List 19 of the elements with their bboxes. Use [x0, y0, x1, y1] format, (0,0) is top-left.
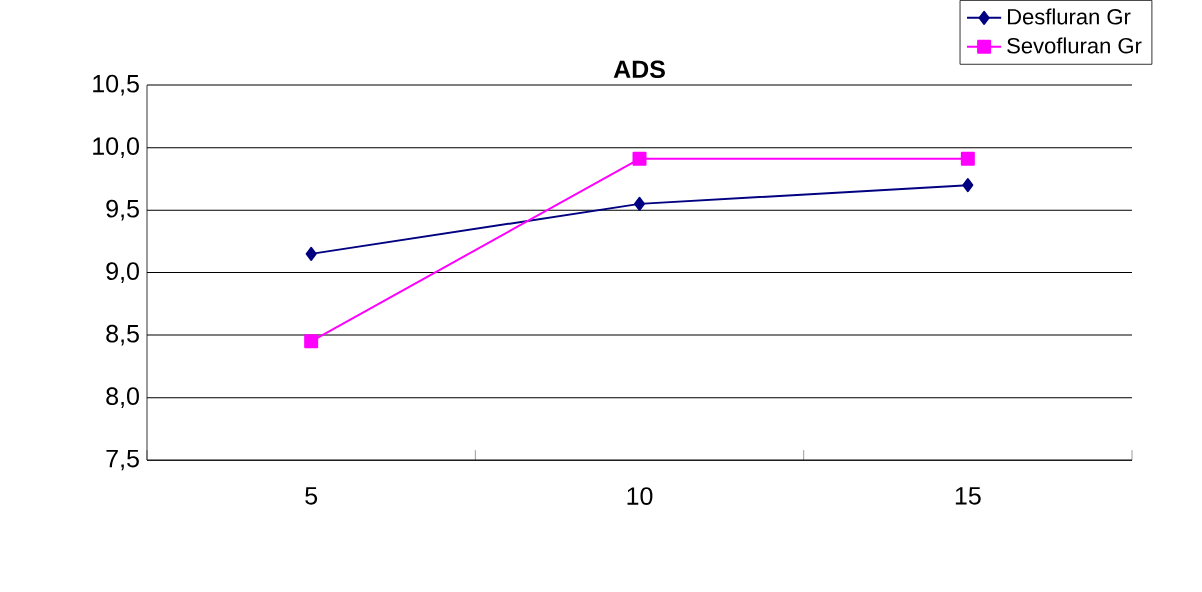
- y-tick-label: 7,5: [106, 449, 139, 471]
- y-tick-label: 8,5: [106, 324, 139, 346]
- x-tick-label: 10: [627, 487, 653, 505]
- point: [960, 151, 975, 166]
- chart-title: ADS: [613, 60, 665, 78]
- y-tick-label: 10,0: [93, 137, 139, 158]
- point: [632, 151, 647, 166]
- y-tick-label: 9,5: [106, 199, 139, 221]
- point: [305, 246, 317, 261]
- y-tick-label: 8,0: [106, 387, 139, 408]
- y-tick-label: 10,5: [93, 74, 139, 96]
- point: [304, 334, 319, 349]
- legend-label: Desfluran Gr: [1007, 8, 1131, 25]
- point: [634, 196, 646, 211]
- point: [962, 178, 974, 193]
- y-tick-label: 9,0: [106, 262, 139, 283]
- x-tick-label: 5: [305, 487, 318, 505]
- x-tick-label: 15: [955, 487, 981, 505]
- legend-label: Sevofluran Gr: [1007, 37, 1142, 54]
